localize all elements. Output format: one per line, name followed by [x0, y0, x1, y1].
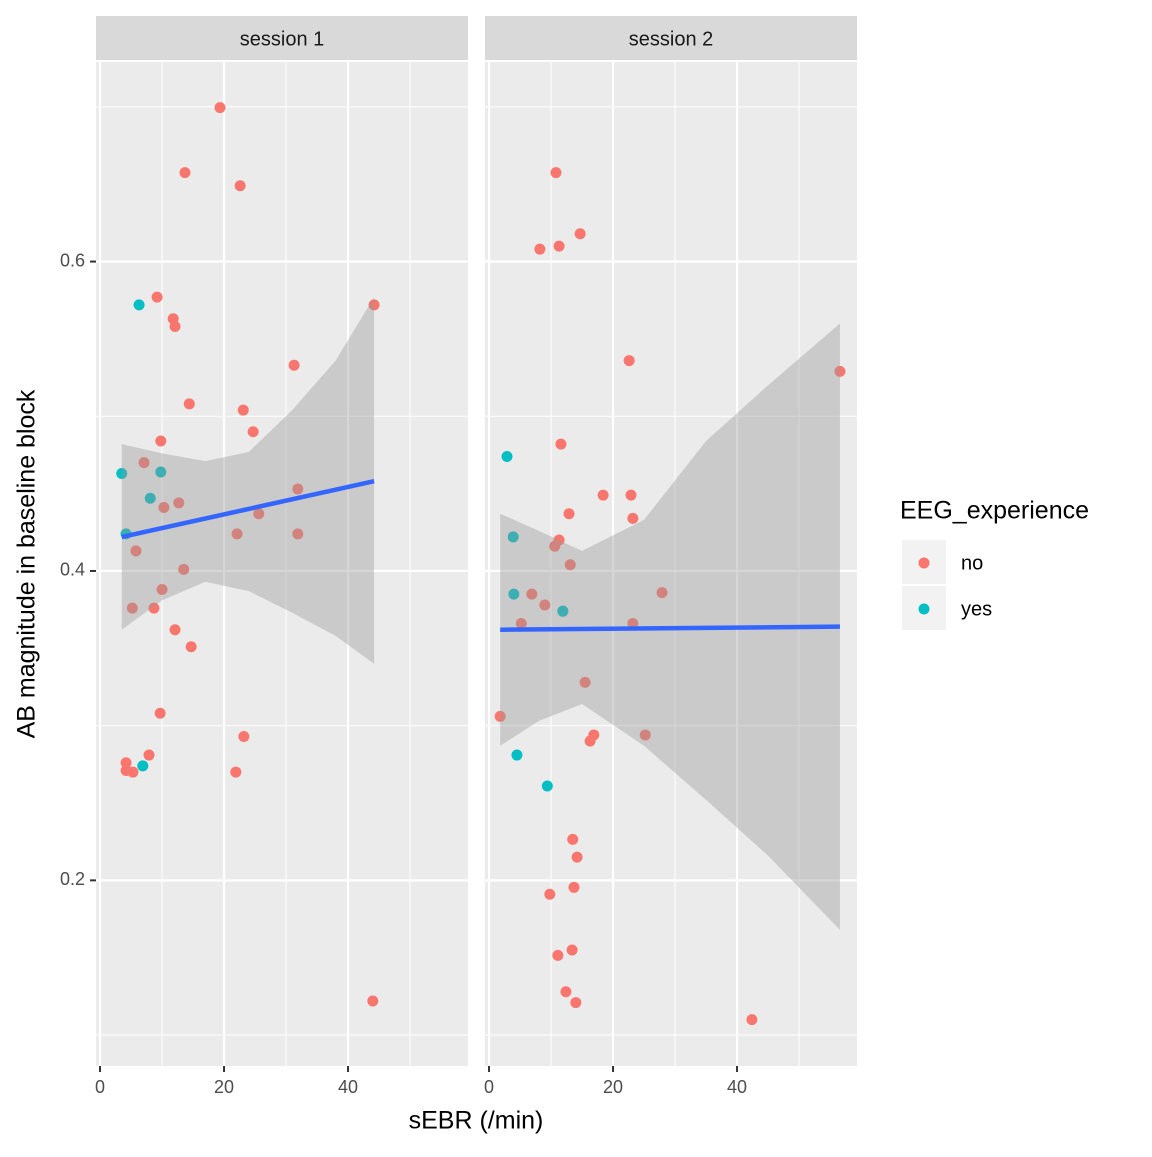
point	[560, 986, 572, 998]
point	[154, 707, 166, 719]
legend-title: EEG_experience	[900, 497, 1089, 525]
x-tick-label: 40	[727, 1077, 747, 1097]
point	[570, 997, 582, 1009]
legend-marker	[918, 603, 930, 615]
point	[564, 559, 576, 571]
x-tick-label: 40	[338, 1077, 358, 1097]
point	[127, 766, 139, 778]
y-tick-label: 0.4	[60, 560, 85, 580]
point	[238, 730, 250, 742]
point	[156, 584, 168, 596]
x-tick-label: 20	[603, 1077, 623, 1097]
x-tick-label: 0	[484, 1077, 494, 1097]
point	[627, 512, 639, 524]
point	[539, 599, 551, 611]
point	[116, 468, 128, 480]
point	[526, 588, 538, 600]
point	[214, 102, 226, 114]
facet-title: session 1	[240, 28, 325, 50]
point	[183, 398, 195, 410]
point	[155, 466, 167, 478]
y-tick-label: 0.6	[60, 250, 85, 270]
point	[568, 881, 580, 893]
point	[550, 167, 562, 179]
point	[253, 508, 265, 520]
point	[143, 749, 155, 761]
point	[552, 949, 564, 961]
fit-line	[500, 624, 840, 632]
facet-strip	[485, 16, 857, 60]
point	[138, 457, 150, 469]
confidence-band	[121, 297, 375, 664]
point	[566, 944, 578, 956]
point	[230, 766, 242, 778]
point	[511, 749, 523, 761]
y-axis-title: AB magnitude in baseline block	[13, 389, 41, 738]
point	[148, 602, 160, 614]
point	[137, 760, 149, 772]
x-tick-label: 0	[95, 1077, 105, 1097]
legend-marker	[918, 557, 930, 569]
point	[746, 1014, 758, 1026]
point	[292, 483, 304, 495]
point	[639, 729, 651, 741]
point	[234, 180, 246, 192]
point	[571, 851, 583, 863]
point	[368, 299, 380, 311]
point	[179, 167, 191, 179]
point	[120, 757, 132, 769]
legend-label: no	[961, 552, 983, 574]
x-axis-title: sEBR (/min)	[409, 1107, 544, 1135]
fit-line	[121, 479, 375, 540]
point	[557, 605, 569, 617]
facet-title: session 2	[629, 28, 714, 50]
point	[288, 359, 300, 371]
point	[247, 426, 259, 438]
point	[597, 489, 609, 501]
point	[231, 528, 243, 540]
point	[169, 321, 181, 333]
point	[144, 492, 156, 504]
point	[574, 228, 586, 240]
point	[544, 888, 556, 900]
point	[555, 438, 567, 450]
point	[507, 531, 519, 543]
point	[579, 676, 591, 688]
point	[126, 602, 138, 614]
point	[130, 545, 142, 557]
point	[541, 780, 553, 792]
point	[584, 735, 596, 747]
point	[292, 528, 304, 540]
point	[133, 299, 145, 311]
panel-background	[96, 62, 468, 1066]
point	[625, 489, 637, 501]
point	[237, 404, 249, 416]
point	[834, 365, 846, 377]
point	[155, 435, 167, 447]
point	[501, 450, 513, 462]
point	[563, 508, 575, 520]
x-tick-label: 20	[214, 1077, 234, 1097]
point	[169, 624, 181, 636]
point	[515, 618, 527, 630]
point	[185, 641, 197, 653]
point	[367, 995, 379, 1007]
point	[623, 355, 635, 367]
point	[534, 243, 546, 255]
legend-label: yes	[961, 598, 992, 620]
point	[173, 497, 185, 509]
point	[553, 240, 565, 252]
point	[151, 291, 163, 303]
point	[158, 502, 170, 514]
point	[656, 587, 668, 599]
point	[178, 563, 190, 575]
point	[549, 540, 561, 552]
facet-strip	[96, 16, 468, 60]
point	[494, 710, 506, 722]
point	[567, 833, 579, 845]
point	[508, 588, 520, 600]
y-tick-label: 0.2	[60, 869, 85, 889]
